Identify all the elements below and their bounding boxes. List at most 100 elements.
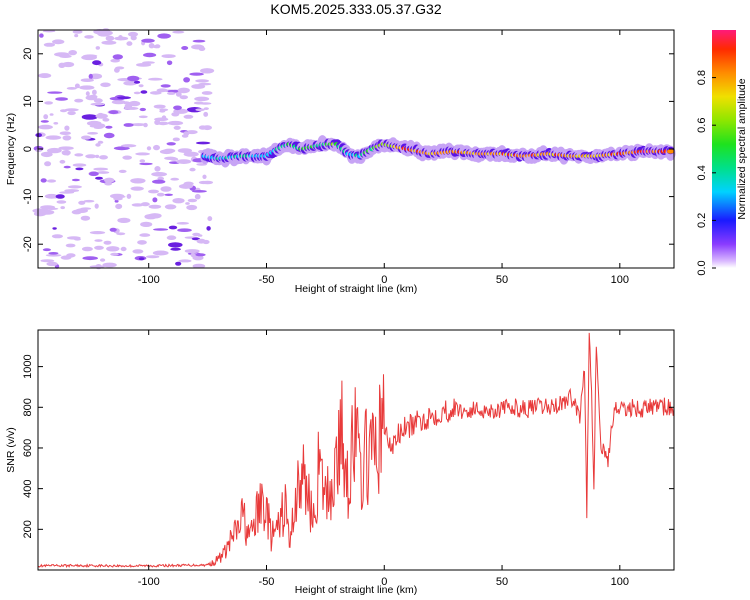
noise-speckle [183, 114, 194, 119]
noise-speckle [109, 227, 117, 232]
noise-speckle [95, 154, 100, 159]
noise-speckle [191, 84, 206, 89]
noise-speckle [113, 197, 123, 201]
x-tick-label: 0 [381, 576, 387, 588]
noise-speckle [46, 261, 58, 267]
noise-speckle [88, 73, 93, 80]
noise-speckle [74, 83, 80, 89]
noise-speckle [141, 38, 155, 43]
noise-speckle [117, 217, 131, 223]
noise-speckle [127, 31, 139, 37]
noise-speckle [80, 78, 94, 82]
noise-speckle [170, 177, 180, 181]
noise-speckle [82, 54, 98, 58]
noise-speckle [42, 30, 56, 33]
noise-speckle [138, 115, 148, 119]
snr-frame [37, 329, 675, 571]
noise-speckle [184, 249, 200, 254]
noise-speckle [108, 110, 119, 115]
noise-speckle [200, 68, 215, 74]
noise-speckle [46, 179, 57, 183]
noise-speckle [64, 63, 73, 67]
noise-speckle [194, 96, 210, 102]
x-tick-label: -50 [259, 576, 275, 588]
colorbar-tick-label: 0.8 [696, 70, 708, 85]
noise-speckle [152, 197, 158, 203]
noise-speckle [93, 98, 103, 103]
noise-speckle [166, 142, 176, 146]
noise-speckle [118, 35, 123, 41]
noise-speckle [65, 243, 76, 248]
noise-speckle [183, 131, 190, 136]
spectrogram-y-label: Frequency (Hz) [5, 113, 17, 185]
noise-speckle [195, 108, 205, 112]
noise-speckle [183, 77, 191, 83]
noise-speckle [118, 169, 127, 173]
noise-speckle [164, 204, 177, 210]
noise-speckle [100, 82, 111, 88]
noise-speckle [153, 45, 159, 49]
noise-speckle [160, 186, 172, 192]
noise-speckle [203, 111, 209, 117]
noise-speckle [55, 97, 68, 101]
snr-panel: -100 -50 0 50 100 200 400 600 800 1000 Height of… [5, 329, 675, 596]
noise-speckle [56, 200, 67, 204]
noise-speckle [104, 181, 113, 186]
noise-speckle [94, 203, 99, 209]
noise-speckle [191, 190, 207, 193]
noise-speckle [83, 199, 95, 203]
noise-speckle [151, 172, 168, 177]
noise-speckle [47, 147, 62, 154]
snr-y-ticks: 200 400 600 800 1000 [22, 354, 674, 539]
noise-speckle [187, 198, 198, 203]
noise-speckle [164, 156, 177, 160]
noise-speckle [148, 77, 163, 81]
noise-speckle [42, 248, 52, 252]
noise-speckle [207, 216, 213, 222]
noise-speckle [103, 132, 115, 139]
noise-speckle [175, 91, 182, 97]
noise-speckle [75, 208, 88, 213]
noise-speckle [177, 87, 190, 94]
snr-x-ticks: -100 -50 0 50 100 [138, 330, 629, 588]
noise-speckle [168, 242, 183, 248]
y-tick-label: 20 [22, 48, 34, 60]
noise-speckle [85, 154, 97, 159]
noise-speckle [64, 189, 80, 193]
x-tick-label: -100 [138, 576, 160, 588]
colorbar-tick-label: 0.4 [696, 165, 708, 180]
noise-speckle [202, 174, 207, 179]
noise-speckle [139, 107, 146, 112]
noise-speckle [138, 257, 145, 261]
noise-speckle [38, 124, 53, 130]
spectrogram-x-ticks: -100 -50 0 50 100 [138, 30, 629, 286]
noise-speckle [173, 105, 182, 111]
noise-speckle [157, 33, 171, 39]
x-tick-label: 50 [496, 274, 508, 286]
noise-speckle [124, 106, 139, 110]
noise-speckle [94, 245, 104, 250]
x-tick-label: -100 [138, 274, 160, 286]
signal-ridge [200, 135, 676, 168]
noise-speckle [89, 265, 105, 268]
noise-speckle [123, 80, 137, 86]
noise-speckle [195, 253, 206, 257]
noise-speckle [137, 240, 147, 245]
noise-speckle [190, 252, 196, 258]
noise-speckle [115, 203, 123, 210]
noise-speckle [85, 91, 90, 96]
snr-series-line [38, 332, 674, 568]
noise-speckle [114, 67, 120, 73]
noise-speckle [139, 162, 153, 166]
noise-speckle [96, 171, 110, 174]
x-tick-label: 0 [381, 274, 387, 286]
colorbar-label: Normalized spectral amplitude [736, 78, 748, 219]
noise-speckle [120, 246, 127, 252]
noise-speckle [80, 215, 91, 221]
noise-speckle [194, 193, 201, 200]
noise-speckle [95, 46, 101, 50]
noise-speckle [114, 199, 119, 203]
noise-speckle [172, 198, 185, 204]
x-tick-label: 100 [611, 274, 629, 286]
